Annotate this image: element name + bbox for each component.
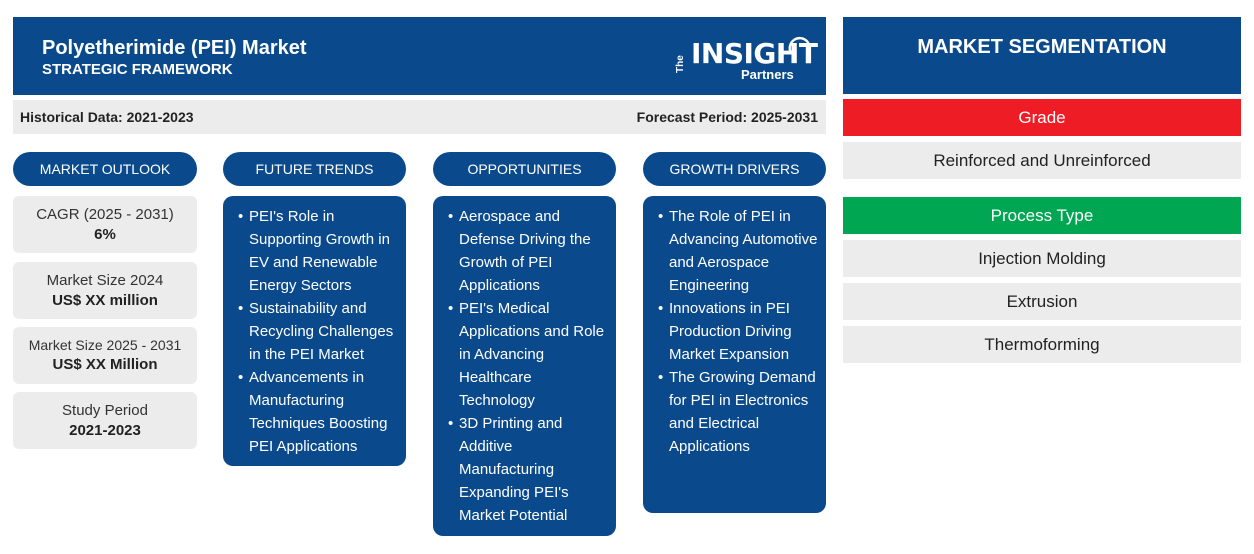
outlook-label: CAGR (2025 - 2031) [36, 206, 174, 223]
driver-item: The Growing Demand for PEI in Electronic… [658, 366, 818, 458]
outlook-value: US$ XX million [52, 292, 158, 309]
outlook-label: Market Size 2025 - 2031 [28, 337, 182, 353]
outlook-market-size-2024: Market Size 2024 US$ XX million [13, 262, 197, 319]
logo-insight: INSIGHT [691, 37, 818, 70]
forecast-period: Forecast Period: 2025-2031 [636, 109, 818, 125]
opportunity-item: Aerospace and Defense Driving the Growth… [448, 205, 608, 297]
outlook-label: Study Period [62, 402, 148, 419]
outlook-value: 2021-2023 [69, 422, 141, 439]
outlook-value: 6% [94, 226, 116, 243]
page-title: Polyetherimide (PEI) Market [42, 37, 307, 59]
segment-item: Extrusion [843, 283, 1241, 320]
market-outlook-header: MARKET OUTLOOK [13, 152, 197, 186]
growth-drivers-header: GROWTH DRIVERS [643, 152, 826, 186]
outlook-market-size-forecast: Market Size 2025 - 2031 US$ XX Million [13, 327, 197, 384]
driver-item: The Role of PEI in Advancing Automotive … [658, 205, 818, 297]
driver-item: Innovations in PEI Production Driving Ma… [658, 297, 818, 366]
outlook-value: US$ XX Million [52, 356, 158, 373]
logo-the: The [675, 55, 686, 73]
historical-data: Historical Data: 2021-2023 [20, 109, 194, 125]
trend-item: PEI's Role in Supporting Growth in EV an… [238, 205, 398, 297]
segment-item: Injection Molding [843, 240, 1241, 277]
outlook-study-period: Study Period 2021-2023 [13, 392, 197, 449]
future-trends-card: PEI's Role in Supporting Growth in EV an… [223, 196, 406, 466]
page-subtitle: STRATEGIC FRAMEWORK [42, 61, 233, 78]
period-bar: Historical Data: 2021-2023 Forecast Peri… [13, 100, 826, 134]
segment-process-type-header: Process Type [843, 197, 1241, 234]
logo-swoosh-icon [788, 36, 811, 56]
title-banner: Polyetherimide (PEI) Market STRATEGIC FR… [13, 17, 826, 95]
outlook-cagr: CAGR (2025 - 2031) 6% [13, 196, 197, 253]
opportunities-card: Aerospace and Defense Driving the Growth… [433, 196, 616, 536]
future-trends-header: FUTURE TRENDS [223, 152, 406, 186]
segment-item: Thermoforming [843, 326, 1241, 363]
trend-item: Advancements in Manufacturing Techniques… [238, 366, 398, 458]
opportunities-header: OPPORTUNITIES [433, 152, 616, 186]
insight-partners-logo: The INSIGHT Partners [671, 33, 818, 83]
segment-item: Reinforced and Unreinforced [843, 142, 1241, 179]
opportunity-item: 3D Printing and Additive Manufacturing E… [448, 412, 608, 527]
outlook-label: Market Size 2024 [46, 272, 164, 289]
market-segmentation-header: MARKET SEGMENTATION [843, 17, 1241, 94]
logo-partners: Partners [741, 67, 794, 82]
trend-item: Sustainability and Recycling Challenges … [238, 297, 398, 366]
growth-drivers-card: The Role of PEI in Advancing Automotive … [643, 196, 826, 513]
opportunity-item: PEI's Medical Applications and Role in A… [448, 297, 608, 412]
segment-grade-header: Grade [843, 99, 1241, 136]
